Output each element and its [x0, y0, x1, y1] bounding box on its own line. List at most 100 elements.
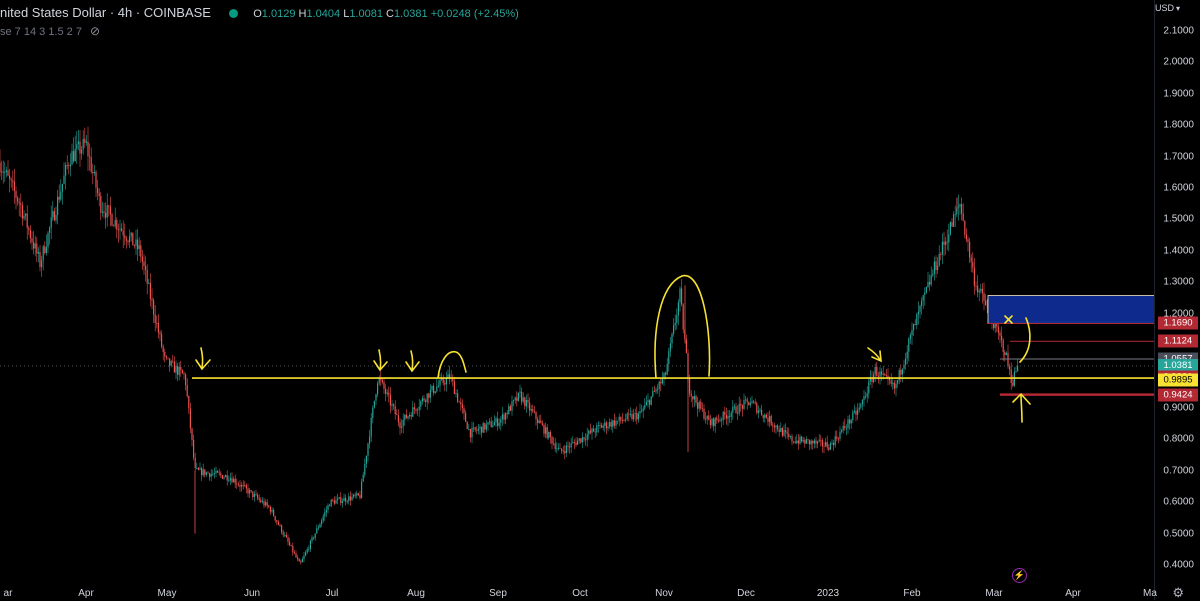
candle-body — [409, 414, 411, 417]
candle-body — [781, 428, 783, 436]
candle-body — [929, 281, 931, 285]
candle-body — [23, 215, 25, 219]
candle-body — [345, 497, 347, 502]
candle-body — [145, 266, 147, 270]
candle-body — [425, 400, 427, 402]
candle-body — [247, 488, 249, 494]
candle-body — [721, 419, 723, 421]
candle-body — [330, 499, 332, 506]
candle-body — [69, 164, 71, 167]
candle-body — [362, 474, 364, 482]
candle-body — [180, 366, 182, 371]
candle-body — [809, 439, 811, 445]
gear-icon[interactable]: ⚙ — [1172, 585, 1184, 600]
hide-eye-icon[interactable]: ⊘ — [89, 24, 101, 38]
candle-body — [162, 346, 164, 352]
candle-body — [609, 422, 611, 427]
candle-body — [610, 422, 612, 427]
candle-body — [117, 229, 119, 231]
currency-selector[interactable]: USD — [1155, 3, 1180, 13]
candle-body — [554, 443, 556, 449]
candle-body — [906, 351, 908, 359]
candle-body — [255, 494, 257, 495]
candle-body — [953, 214, 955, 227]
candle-body — [948, 234, 950, 243]
candle-body — [89, 156, 91, 157]
candle-body — [778, 429, 780, 432]
price-axis[interactable]: USD 2.1000 2.0000 1.9000 1.8000 1.7000 1.6000… — [1154, 0, 1200, 600]
candle-body — [314, 533, 316, 539]
candle-body — [1009, 366, 1011, 370]
candle-body — [7, 170, 9, 176]
candle-body — [588, 430, 590, 435]
candle-body — [788, 433, 790, 437]
symbol-title[interactable]: nited States Dollar · 4h · COINBASE — [0, 5, 211, 20]
candle-body — [25, 213, 27, 216]
candle-body — [865, 396, 867, 398]
candle-body — [15, 191, 17, 198]
candle-body — [829, 443, 831, 450]
candle-body — [399, 422, 401, 428]
candle-body — [977, 285, 979, 293]
candle-body — [457, 393, 459, 402]
candle-body — [695, 396, 697, 403]
candle-body — [836, 436, 838, 439]
candle-body — [77, 141, 79, 145]
candle-body — [954, 214, 956, 215]
candle-body — [769, 416, 771, 422]
candle-body — [68, 165, 70, 167]
candle-body — [655, 389, 657, 392]
candle-body — [141, 256, 143, 262]
candle-body — [436, 386, 438, 392]
candle-body — [41, 260, 43, 268]
candle-body — [257, 495, 259, 499]
candle-body — [853, 410, 855, 413]
candle-body — [377, 383, 379, 395]
candle-body — [101, 211, 103, 213]
candle-body — [178, 366, 180, 375]
candle-body — [369, 436, 371, 444]
candle-body — [541, 423, 543, 425]
candle-body — [601, 425, 603, 428]
candle-body — [273, 509, 275, 517]
candle-body — [53, 211, 55, 221]
candle-body — [31, 238, 33, 243]
candle-body — [237, 484, 239, 485]
candle-body — [1017, 365, 1019, 372]
candle-body — [921, 300, 923, 306]
candle-body — [807, 439, 809, 440]
candle-body — [629, 414, 631, 415]
candle-body — [602, 425, 604, 428]
candle-body — [748, 401, 750, 406]
candle-body — [191, 428, 193, 440]
candle-body — [743, 400, 745, 409]
candle-body — [940, 254, 942, 255]
price-tag: 1.1124 — [1158, 334, 1198, 348]
time-tick-label: Feb — [903, 588, 921, 599]
candle-body — [394, 406, 396, 414]
candle-body — [517, 392, 519, 401]
candle-body — [146, 269, 148, 284]
candle-body — [690, 393, 692, 397]
candle-body — [490, 421, 492, 427]
candle-body — [143, 261, 145, 266]
candle-body — [375, 394, 377, 401]
candle-body — [36, 243, 38, 254]
candle-body — [361, 481, 363, 498]
indicator-legend[interactable]: se 7 14 3 1.5 2 7 ⊘ — [0, 24, 101, 38]
candle-body — [444, 383, 446, 385]
lightning-icon[interactable]: ⚡ — [1012, 568, 1027, 583]
candle-body — [700, 401, 702, 409]
candle-body — [365, 455, 367, 464]
time-tick-label: Apr — [1065, 588, 1081, 599]
candle-body — [428, 393, 430, 398]
time-tick-label: Sep — [489, 588, 507, 599]
candle-body — [823, 446, 825, 447]
candle-body — [127, 240, 129, 242]
candle-body — [343, 497, 345, 502]
candle-body — [441, 378, 443, 380]
candle-body — [97, 187, 99, 194]
candle-body — [777, 425, 779, 430]
candle-body — [733, 406, 735, 408]
